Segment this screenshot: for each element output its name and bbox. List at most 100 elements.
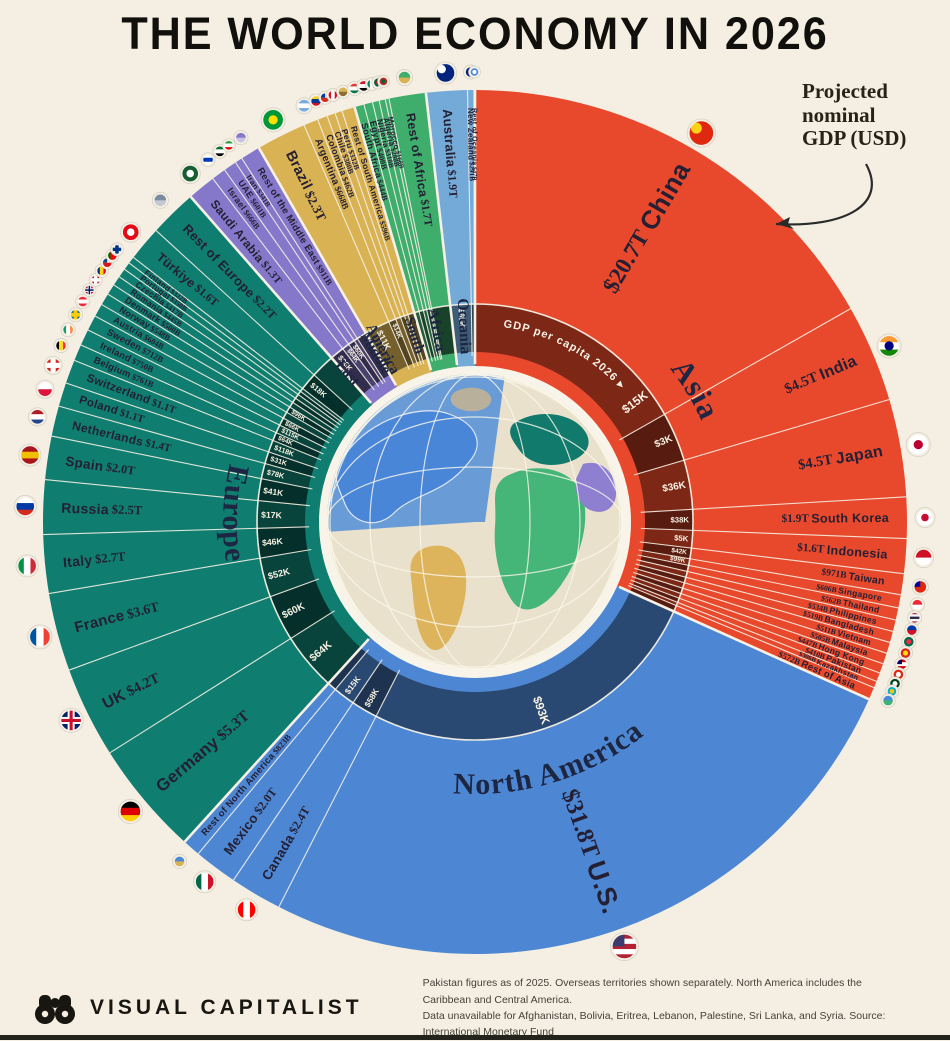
flag-icon-thailand bbox=[907, 610, 923, 626]
percapita-ring-segment bbox=[289, 402, 333, 433]
flag-icon-denmark bbox=[88, 272, 103, 287]
percapita-ring-segment bbox=[283, 412, 329, 441]
flag-icon-norway bbox=[82, 283, 97, 298]
flag-icon-iran bbox=[221, 138, 236, 153]
country-label-rest-of-oceania: Rest of Oceania $47B bbox=[471, 108, 478, 181]
percapita-ring-segment bbox=[418, 310, 435, 358]
flag-icon-belgium bbox=[53, 338, 69, 354]
country-separator bbox=[636, 559, 896, 621]
flag-icon-canada bbox=[235, 898, 259, 922]
percapita-ring-segment bbox=[295, 394, 338, 426]
country-separator bbox=[634, 567, 891, 643]
footnote-line1: Pakistan figures as of 2025. Overseas te… bbox=[422, 977, 862, 1006]
flag-icon-italy bbox=[15, 554, 39, 578]
percapita-ring-segment bbox=[272, 432, 320, 459]
percapita-ring-segment bbox=[407, 312, 428, 361]
percapita-ring-segment bbox=[342, 344, 377, 387]
flag-icon-poland bbox=[35, 379, 55, 399]
country-separator bbox=[326, 115, 419, 367]
percapita-label-singapore: $99K bbox=[669, 555, 686, 565]
continent-separator bbox=[189, 195, 372, 404]
percapita-ring-segment bbox=[630, 587, 677, 612]
percapita-ring-segment bbox=[404, 314, 423, 362]
flag-icon-south-korea bbox=[914, 507, 936, 529]
percapita-ring-segment bbox=[450, 304, 473, 354]
country-label-new-zealand: New Zealand $291B bbox=[466, 108, 476, 181]
page-title: THE WORLD ECONOMY IN 2026 bbox=[121, 8, 829, 59]
continent-separator bbox=[424, 92, 459, 366]
percapita-ring-segment bbox=[261, 463, 312, 489]
country-label-taiwan: $971B Taiwan bbox=[821, 567, 886, 588]
percapita-ring-segment bbox=[354, 338, 384, 381]
percapita-ring-segment bbox=[638, 565, 686, 583]
continent-slice-oceania bbox=[425, 90, 475, 369]
percapita-ring-segment bbox=[302, 374, 350, 418]
country-label-australia: Australia $1.9T bbox=[440, 108, 461, 198]
country-separator bbox=[303, 125, 410, 370]
percapita-ring-segment bbox=[258, 478, 309, 506]
percapita-ring-segment bbox=[395, 317, 417, 364]
percapita-ring-segment bbox=[257, 526, 308, 559]
percapita-ring-segment bbox=[331, 348, 372, 395]
country-separator bbox=[87, 329, 327, 449]
country-separator bbox=[94, 315, 330, 444]
flag-icon-russia bbox=[13, 494, 37, 518]
country-separator bbox=[341, 110, 425, 365]
continent-label-europe: Europe bbox=[216, 462, 255, 564]
flag-icon-vietnam bbox=[897, 645, 913, 661]
percapita-label-indonesia: $5K bbox=[674, 533, 689, 543]
country-separator bbox=[133, 257, 345, 421]
country-label-russia: Russia $2.5T bbox=[61, 500, 143, 519]
percapita-ring-segment bbox=[643, 528, 693, 549]
percapita-ring-segment bbox=[292, 398, 336, 429]
percapita-ring-segment bbox=[300, 388, 341, 421]
flag-icon-india bbox=[876, 333, 902, 359]
flag-icon-australia bbox=[434, 61, 458, 85]
flag-icon-france bbox=[27, 624, 53, 650]
flag-icon-u-s- bbox=[609, 931, 639, 961]
country-separator bbox=[107, 293, 335, 435]
country-separator bbox=[317, 119, 416, 368]
country-separator bbox=[241, 158, 386, 383]
globe-illustration bbox=[319, 366, 631, 678]
country-separator bbox=[68, 578, 320, 671]
flag-icon-japan bbox=[905, 432, 931, 458]
country-separator bbox=[109, 610, 335, 754]
country-separator bbox=[197, 649, 370, 855]
country-separator bbox=[45, 479, 310, 507]
flag-icon-bangladesh bbox=[901, 634, 917, 650]
brand-name: VISUAL CAPITALIST bbox=[90, 996, 363, 1019]
flag-icon-rest-of-africa bbox=[396, 69, 414, 87]
percapita-ring-segment bbox=[353, 662, 398, 717]
continent-separator bbox=[353, 106, 433, 371]
country-separator bbox=[467, 90, 473, 357]
country-label-south-korea: $1.9T South Korea bbox=[782, 511, 890, 526]
gdp-annotation-line3: GDP (USD) bbox=[802, 126, 907, 151]
percapita-ring-segment bbox=[268, 440, 318, 468]
percapita-ring-segment bbox=[388, 318, 414, 366]
flag-icon-uk bbox=[58, 707, 84, 733]
flag-icon-t-rkiye bbox=[120, 221, 142, 243]
flag-icon-netherlands bbox=[27, 407, 47, 427]
country-separator bbox=[155, 230, 353, 411]
country-separator bbox=[119, 276, 339, 429]
percapita-ring-segment bbox=[639, 560, 688, 578]
country-separator bbox=[235, 162, 384, 385]
percapita-label-south-korea: $38K bbox=[670, 515, 689, 524]
country-separator bbox=[51, 435, 313, 490]
flag-icon-rest-of-asia bbox=[880, 693, 896, 709]
country-separator bbox=[630, 579, 880, 674]
flag-icon-ireland bbox=[60, 322, 76, 338]
country-separator bbox=[65, 382, 319, 470]
country-label-spain: Spain $2.0T bbox=[64, 453, 136, 478]
country-separator bbox=[638, 549, 901, 596]
flag-icon-rest-of-europe bbox=[151, 191, 169, 209]
flag-icon-singapore bbox=[909, 597, 925, 613]
country-separator bbox=[632, 571, 887, 654]
country-separator bbox=[637, 554, 899, 609]
flag-icon-germany bbox=[117, 798, 143, 824]
country-separator bbox=[619, 308, 851, 441]
percapita-ring-segment bbox=[328, 647, 367, 690]
country-separator bbox=[101, 304, 332, 439]
percapita-ring-segment bbox=[270, 580, 332, 639]
